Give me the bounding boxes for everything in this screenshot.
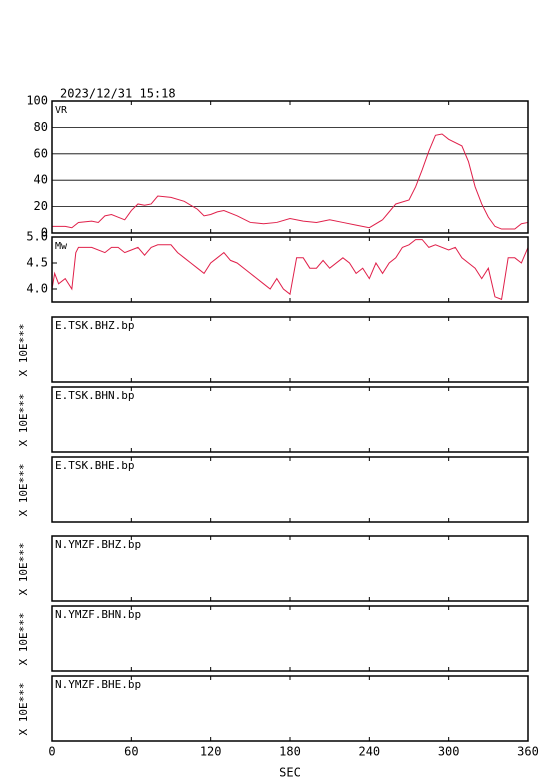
y-tick-label: 0 <box>41 226 48 240</box>
data-line <box>52 133 529 230</box>
trace-scale: X 10E*** <box>17 324 30 377</box>
timestamp: 2023/12/31 15:18 <box>60 87 176 101</box>
trace-label: N.YMZF.BHE.bp <box>55 678 141 691</box>
x-axis-label: SEC <box>279 766 301 780</box>
trace-scale: X 10E*** <box>17 394 30 447</box>
y-tick-label: 40 <box>34 173 48 187</box>
trace-scale: X 10E*** <box>17 464 30 517</box>
x-tick-label: 60 <box>124 745 138 759</box>
trace-scale: X 10E*** <box>17 683 30 736</box>
x-tick-label: 0 <box>48 745 55 759</box>
trace-label: E.TSK.BHE.bp <box>55 459 134 472</box>
trace-label: E.TSK.BHN.bp <box>55 389 134 402</box>
y-tick-label: 4.0 <box>26 282 48 296</box>
trace-scale: X 10E*** <box>17 543 30 596</box>
y-tick-label: 60 <box>34 146 48 160</box>
trace-label: N.YMZF.BHN.bp <box>55 608 141 621</box>
y-tick-label: 20 <box>34 199 48 213</box>
y-tick-label: 80 <box>34 120 48 134</box>
y-tick-label: 100 <box>26 94 48 108</box>
data-line <box>51 239 529 301</box>
y-tick-label: 4.5 <box>26 256 48 270</box>
y-tick-label: 5.0 <box>26 230 48 244</box>
x-tick-label: 240 <box>358 745 380 759</box>
x-tick-label: 180 <box>279 745 301 759</box>
panel-label: VR <box>55 105 68 116</box>
x-tick-label: 300 <box>438 745 460 759</box>
panel-label: Mw <box>55 241 68 252</box>
trace-label: N.YMZF.BHZ.bp <box>55 538 141 551</box>
panel-frame <box>51 100 529 234</box>
x-tick-label: 120 <box>200 745 222 759</box>
x-tick-label: 360 <box>517 745 539 759</box>
trace-scale: X 10E*** <box>17 613 30 666</box>
trace-label: E.TSK.BHZ.bp <box>55 319 134 332</box>
